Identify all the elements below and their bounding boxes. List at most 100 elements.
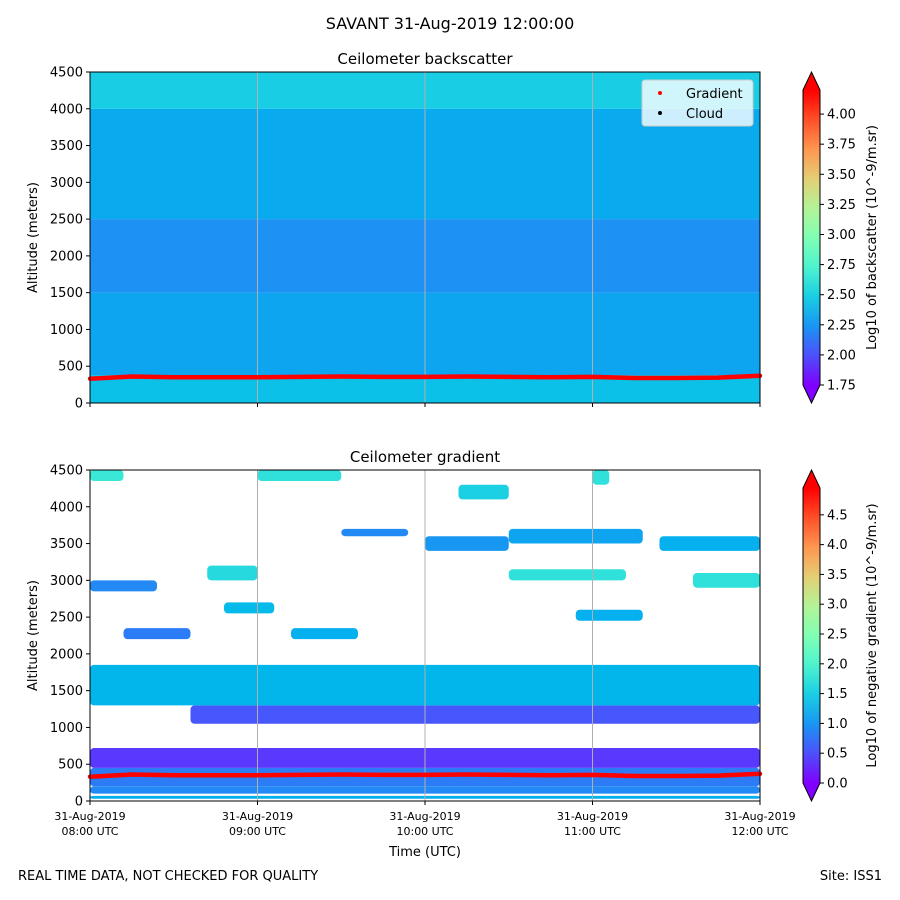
gradient-point: [422, 772, 428, 778]
gradient-point: [464, 374, 470, 379]
y-tick-label: 1500: [50, 286, 83, 301]
gradient-band: [190, 705, 760, 724]
gradient-point: [715, 773, 721, 778]
y-tick-label: 0: [75, 795, 83, 810]
colorbar-tick-label: 2.25: [827, 318, 856, 333]
y-axis-label: Altitude (meters): [26, 580, 41, 691]
gradient-point: [171, 773, 176, 778]
colorbar-tick-label: 2.0: [827, 657, 848, 672]
gradient-band: [425, 536, 509, 551]
gradient-point: [506, 374, 511, 380]
x-tick-label-time: 11:00 UTC: [564, 825, 621, 838]
legend-marker: [658, 91, 662, 95]
y-tick-label: 4500: [50, 66, 83, 81]
panel-title: Ceilometer gradient: [350, 448, 500, 466]
legend-label: Cloud: [686, 107, 723, 122]
gradient-point: [422, 374, 428, 380]
x-tick-label-date: 31-Aug-2019: [222, 810, 293, 823]
gradient-point: [632, 773, 637, 779]
x-axis-label: Time (UTC): [388, 845, 461, 860]
gradient-point: [590, 374, 595, 380]
y-axis-label: Altitude (meters): [26, 182, 41, 293]
gradient-point: [129, 772, 135, 777]
y-tick-label: 3000: [50, 176, 83, 191]
y-tick-label: 4000: [50, 102, 83, 117]
y-tick-label: 3500: [50, 139, 83, 154]
gradient-band: [123, 628, 191, 640]
colorbar-label: Log10 of backscatter (10^-9/m.sr): [865, 125, 880, 350]
gradient-point: [297, 374, 302, 380]
gradient-band: [592, 470, 610, 485]
x-tick-label-time: 09:00 UTC: [229, 825, 286, 838]
figure-title: SAVANT 31-Aug-2019 12:00:00: [325, 14, 575, 33]
y-tick-label: 2000: [50, 249, 83, 264]
gradient-colorbar: 0.0 0.5 1.0 1.5 2.0 2.5 3.0 3.5 4.0 4.5 Log10 of n…: [802, 468, 880, 803]
gradient-band: [224, 602, 275, 614]
quality-disclaimer: REAL TIME DATA, NOT CHECKED FOR QUALITY: [18, 869, 319, 884]
gradient-point: [506, 772, 511, 778]
colorbar-label: Log10 of negative gradient (10^-9/m.sr): [865, 503, 880, 767]
colorbar-tick-label: 4.0: [827, 538, 848, 553]
colorbar-max-arrow: [803, 72, 820, 90]
y-tick-label: 3500: [50, 537, 83, 552]
y-tick-label: 0: [75, 397, 83, 412]
legend-label: Gradient: [686, 87, 743, 102]
x-tick-label-time: 10:00 UTC: [396, 825, 453, 838]
x-tick-label-date: 31-Aug-2019: [557, 810, 628, 823]
gradient-point: [255, 773, 260, 778]
y-tick-label: 4500: [50, 464, 83, 479]
gradient-band: [291, 628, 358, 640]
colorbar-tick-label: 2.5: [827, 628, 848, 643]
gradient-point: [171, 375, 176, 380]
gradient-point: [339, 772, 344, 777]
gradient-panel: 0 500 1000 1500 2000 2500 3000 3500 4000 4500 31-A…: [26, 448, 796, 860]
gradient-band: [575, 609, 643, 621]
colorbar-tick-label: 2.50: [827, 288, 856, 303]
colorbar-tick-label: 3.50: [827, 168, 856, 183]
backscatter-colorbar: 1.75 2.00 2.25 2.50 2.75 3.00 3.25 3.50 3.75 4.00…: [802, 70, 880, 405]
colorbar-tick-label: 1.5: [827, 687, 848, 702]
gradient-band: [659, 536, 760, 551]
legend: Gradient Cloud: [641, 79, 754, 127]
y-tick-label: 2000: [50, 647, 83, 662]
colorbar-tick-label: 3.75: [827, 138, 856, 153]
colorbar-body: [803, 90, 820, 385]
x-tick-label-time: 08:00 UTC: [61, 825, 118, 838]
gradient-point: [297, 772, 302, 778]
gradient-point: [380, 374, 386, 380]
colorbar-min-arrow: [803, 385, 820, 403]
colorbar-tick-label: 2.00: [827, 348, 856, 363]
y-tick-label: 2500: [50, 611, 83, 626]
colorbar-tick-label: 3.00: [827, 228, 856, 243]
x-tick-label-date: 31-Aug-2019: [389, 810, 460, 823]
y-tick-label: 500: [58, 360, 83, 375]
site-label: Site: ISS1: [819, 869, 882, 884]
legend-box: [641, 79, 754, 127]
gradient-point: [590, 772, 595, 778]
colorbar-min-arrow: [803, 783, 820, 801]
colorbar-tick-label: 1.0: [827, 717, 848, 732]
gradient-band: [257, 470, 342, 482]
gradient-band: [508, 528, 643, 544]
y-tick-label: 1000: [50, 323, 83, 338]
colorbar-tick-label: 3.0: [827, 598, 848, 613]
x-tick-label-date: 31-Aug-2019: [54, 810, 125, 823]
gradient-band: [90, 580, 157, 592]
gradient-point: [464, 772, 470, 777]
colorbar-tick-label: 3.5: [827, 568, 848, 583]
y-tick-label: 2500: [50, 213, 83, 228]
gradient-point: [255, 375, 260, 380]
gradient-point: [548, 773, 553, 778]
gradient-point: [674, 773, 679, 779]
y-tick-label: 1500: [50, 684, 83, 699]
gradient-point: [632, 375, 637, 381]
gradient-band: [90, 470, 124, 482]
gradient-point: [674, 375, 679, 381]
x-tick-label-date: 31-Aug-2019: [724, 810, 795, 823]
gradient-point: [548, 375, 553, 380]
colorbar-max-arrow: [803, 470, 820, 488]
gradient-band: [207, 565, 258, 581]
gradient-point: [380, 772, 386, 778]
gradient-point: [129, 374, 135, 379]
